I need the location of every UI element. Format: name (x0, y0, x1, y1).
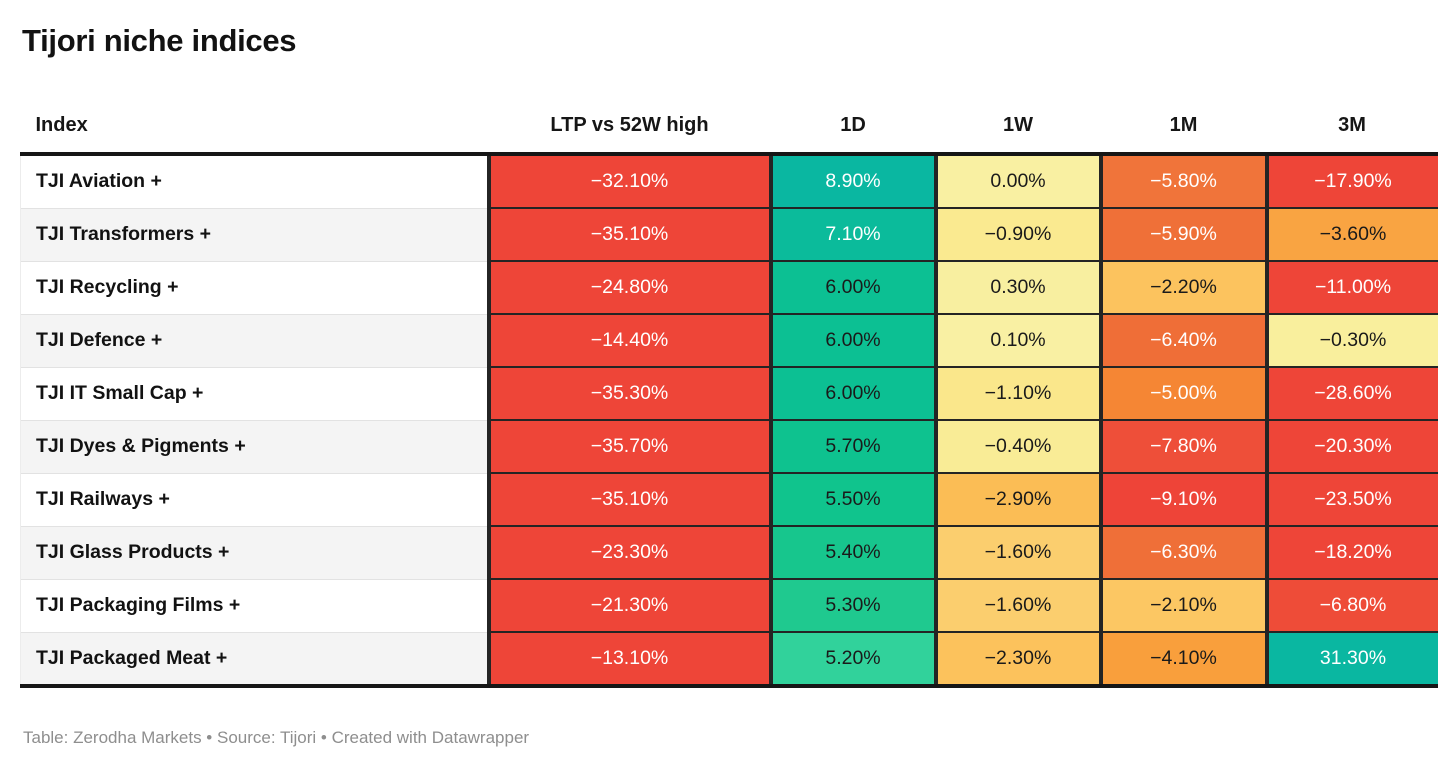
table-row: TJI Railways + −35.10% 5.50% −2.90% −9.10% −2… (20, 472, 1438, 527)
value-cell-1d: 6.00% (768, 366, 936, 421)
value-cell-1m: −9.10% (1098, 472, 1267, 527)
header-row: Index LTP vs 52W high 1D 1W 1M 3M (20, 106, 1438, 157)
table-row: TJI Aviation + −32.10% 8.90% 0.00% −5.80% −17… (20, 154, 1438, 209)
value-cell-1m: −7.80% (1098, 419, 1267, 474)
value-cell-ltp-52w-high: −24.80% (486, 260, 771, 315)
table-row: TJI IT Small Cap + −35.30% 6.00% −1.10% −5.0… (20, 366, 1438, 421)
value-cell-3m: −6.80% (1264, 578, 1438, 633)
value-cell-1d: 6.00% (768, 313, 936, 368)
index-name: TJI Transformers + (20, 207, 489, 262)
value-cell-1d: 5.50% (768, 472, 936, 527)
index-name: TJI Recycling + (20, 260, 489, 315)
value-cell-1w: −0.40% (933, 419, 1101, 474)
value-cell-1w: −0.90% (933, 207, 1101, 262)
value-cell-1d: 5.20% (768, 631, 936, 689)
value-cell-1d: 5.40% (768, 525, 936, 580)
table-row: TJI Transformers + −35.10% 7.10% −0.90% −5.9… (20, 207, 1438, 262)
value-cell-1w: 0.10% (933, 313, 1101, 368)
table-row: TJI Packaged Meat + −13.10% 5.20% −2.30% −4.… (20, 631, 1438, 689)
column-header-ltp-vs-52w-high: LTP vs 52W high (488, 106, 771, 157)
value-cell-1w: −1.10% (933, 366, 1101, 421)
value-cell-3m: −20.30% (1264, 419, 1438, 474)
value-cell-ltp-52w-high: −35.70% (486, 419, 771, 474)
column-header-index: Index (20, 106, 489, 157)
value-cell-1d: 5.70% (768, 419, 936, 474)
value-cell-1m: −6.40% (1098, 313, 1267, 368)
index-name: TJI Railways + (20, 472, 489, 527)
column-header-1m: 1M (1100, 106, 1267, 157)
index-name: TJI Defence + (20, 313, 489, 368)
table-row: TJI Glass Products + −23.30% 5.40% −1.60% −6… (20, 525, 1438, 580)
value-cell-ltp-52w-high: −35.10% (486, 207, 771, 262)
value-cell-1m: −2.10% (1098, 578, 1267, 633)
value-cell-1d: 5.30% (768, 578, 936, 633)
value-cell-1w: −2.90% (933, 472, 1101, 527)
page-title: Tijori niche indices (22, 23, 297, 58)
value-cell-1m: −5.80% (1098, 154, 1267, 209)
value-cell-ltp-52w-high: −32.10% (486, 154, 771, 209)
value-cell-ltp-52w-high: −35.10% (486, 472, 771, 527)
index-name: TJI IT Small Cap + (20, 366, 489, 421)
value-cell-1w: −1.60% (933, 578, 1101, 633)
value-cell-3m: −18.20% (1264, 525, 1438, 580)
value-cell-3m: −17.90% (1264, 154, 1438, 209)
table-row: TJI Defence + −14.40% 6.00% 0.10% −6.40% −0.3… (20, 313, 1438, 368)
value-cell-ltp-52w-high: −23.30% (486, 525, 771, 580)
value-cell-1w: 0.00% (933, 154, 1101, 209)
value-cell-1d: 6.00% (768, 260, 936, 315)
value-cell-3m: −3.60% (1264, 207, 1438, 262)
value-cell-1m: −4.10% (1098, 631, 1267, 689)
value-cell-1d: 8.90% (768, 154, 936, 209)
value-cell-3m: −11.00% (1264, 260, 1438, 315)
index-name: TJI Aviation + (20, 154, 489, 209)
datawrapper-chart: Tijori niche indices Index LTP vs 52W hi… (20, 23, 1438, 748)
value-cell-3m: −0.30% (1264, 313, 1438, 368)
index-name: TJI Packaging Films + (20, 578, 489, 633)
value-cell-1m: −6.30% (1098, 525, 1267, 580)
value-cell-1w: −1.60% (933, 525, 1101, 580)
value-cell-1m: −5.90% (1098, 207, 1267, 262)
value-cell-1d: 7.10% (768, 207, 936, 262)
value-cell-ltp-52w-high: −13.10% (486, 631, 771, 689)
table-row: TJI Dyes & Pigments + −35.70% 5.70% −0.40% −… (20, 419, 1438, 474)
value-cell-3m: 31.30% (1264, 631, 1438, 689)
column-header-3m: 3M (1266, 106, 1438, 157)
value-cell-1w: −2.30% (933, 631, 1101, 689)
attribution-text: Table: Zerodha Markets • Source: Tijori … (23, 728, 530, 748)
index-name: TJI Packaged Meat + (20, 631, 489, 689)
indices-table: Index LTP vs 52W high 1D 1W 1M 3M TJI Av… (20, 106, 1438, 689)
value-cell-ltp-52w-high: −21.30% (486, 578, 771, 633)
column-header-1w: 1W (935, 106, 1101, 157)
table-row: TJI Packaging Films + −21.30% 5.30% −1.60% −… (20, 578, 1438, 633)
value-cell-3m: −28.60% (1264, 366, 1438, 421)
index-name: TJI Glass Products + (20, 525, 489, 580)
value-cell-ltp-52w-high: −14.40% (486, 313, 771, 368)
value-cell-1m: −2.20% (1098, 260, 1267, 315)
column-header-1d: 1D (770, 106, 936, 157)
value-cell-1w: 0.30% (933, 260, 1101, 315)
index-name: TJI Dyes & Pigments + (20, 419, 489, 474)
value-cell-ltp-52w-high: −35.30% (486, 366, 771, 421)
table-row: TJI Recycling + −24.80% 6.00% 0.30% −2.20% −1… (20, 260, 1438, 315)
value-cell-1m: −5.00% (1098, 366, 1267, 421)
value-cell-3m: −23.50% (1264, 472, 1438, 527)
